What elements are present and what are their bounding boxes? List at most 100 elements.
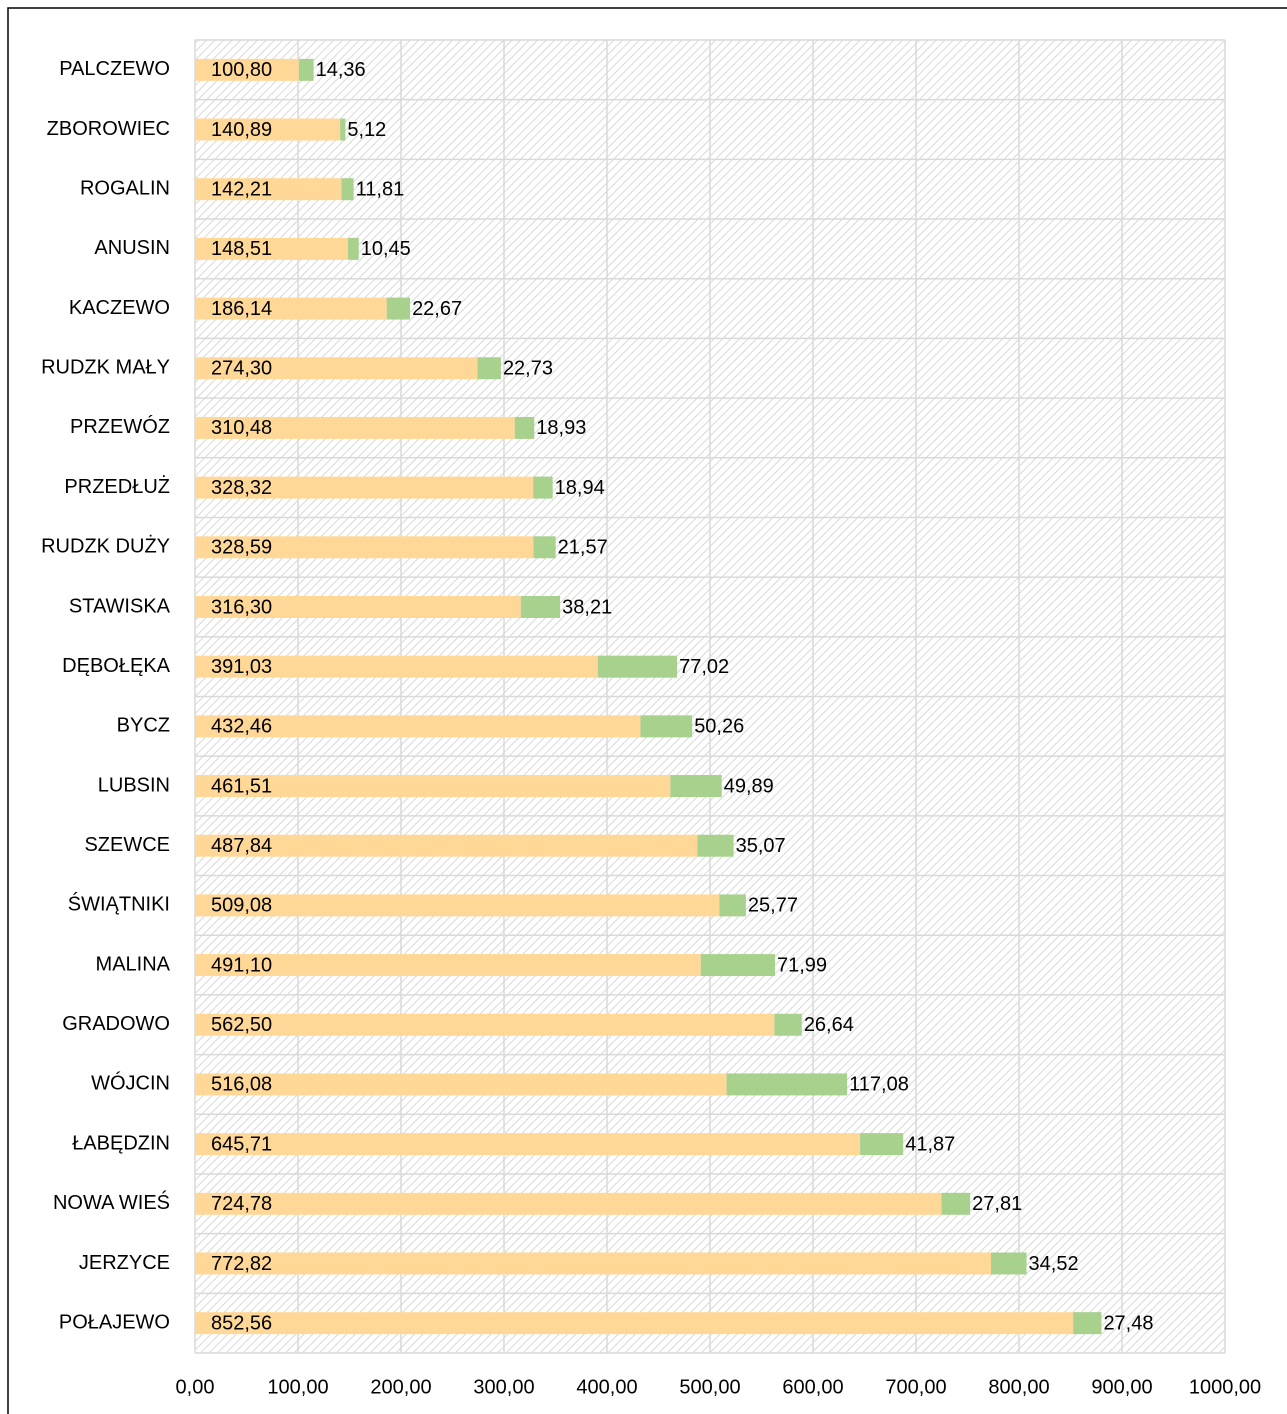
bar-segment xyxy=(640,715,693,738)
x-tick-label: 400,00 xyxy=(576,1376,637,1398)
data-label: 49,89 xyxy=(724,775,774,797)
bar-segment xyxy=(298,58,314,81)
data-label: 34,52 xyxy=(1029,1253,1079,1275)
bar-segment xyxy=(195,237,348,260)
bar-segment xyxy=(195,655,598,678)
bar-segment xyxy=(195,357,478,380)
data-label: 140,89 xyxy=(211,119,272,141)
data-label: 10,45 xyxy=(361,238,411,260)
bar-segment xyxy=(719,894,746,917)
data-label: 328,59 xyxy=(211,537,272,559)
data-label: 310,48 xyxy=(211,417,272,439)
chart-frame xyxy=(7,7,1287,1414)
bar-segment xyxy=(700,954,775,977)
data-label: 328,32 xyxy=(211,477,272,499)
bar-segment xyxy=(195,1192,942,1215)
data-label: 274,30 xyxy=(211,358,272,380)
data-label: 35,07 xyxy=(736,835,786,857)
bar-segment xyxy=(195,297,387,320)
x-tick-label: 600,00 xyxy=(782,1376,843,1398)
x-tick-label: 500,00 xyxy=(679,1376,740,1398)
data-label: 25,77 xyxy=(748,895,798,917)
data-label: 18,94 xyxy=(555,477,605,499)
bar-segment xyxy=(860,1133,904,1156)
data-label: 41,87 xyxy=(905,1133,955,1155)
bar-segment xyxy=(195,1312,1074,1335)
data-label: 21,57 xyxy=(558,537,608,559)
bar-segment xyxy=(697,834,734,857)
data-label: 5,12 xyxy=(347,119,386,141)
bar-segment xyxy=(195,775,671,798)
bar-segment xyxy=(195,536,534,559)
data-label: 22,67 xyxy=(412,298,462,320)
y-tick-label: RUDZK DUŻY xyxy=(41,535,170,558)
x-tick-label: 900,00 xyxy=(1091,1376,1152,1398)
y-tick-label: GRADOWO xyxy=(62,1013,170,1035)
data-label: 71,99 xyxy=(777,954,827,976)
data-label: 148,51 xyxy=(211,238,272,260)
bar-segment xyxy=(514,416,535,439)
bar-segment xyxy=(195,894,720,917)
bar-segment xyxy=(340,118,346,141)
y-tick-label: PRZEDŁUŻ xyxy=(64,475,170,498)
bar-segment xyxy=(774,1013,802,1036)
bar-segment xyxy=(195,58,299,81)
y-tick-label: STAWISKA xyxy=(69,595,171,617)
data-label: 432,46 xyxy=(211,716,272,738)
y-tick-label: MALINA xyxy=(96,953,171,975)
y-tick-label: ŁABĘDZIN xyxy=(72,1132,170,1154)
data-label: 491,10 xyxy=(211,954,272,976)
bar-segment xyxy=(991,1252,1027,1275)
bar-segment xyxy=(341,178,354,201)
x-tick-label: 700,00 xyxy=(885,1376,946,1398)
data-label: 14,36 xyxy=(316,59,366,81)
y-tick-label: WÓJCIN xyxy=(91,1072,170,1095)
bar-segment xyxy=(195,178,342,201)
data-label: 562,50 xyxy=(211,1014,272,1036)
data-label: 38,21 xyxy=(562,596,612,618)
data-label: 117,08 xyxy=(849,1074,909,1096)
bar-segment xyxy=(941,1192,971,1215)
y-tick-label: SZEWCE xyxy=(84,834,170,856)
y-tick-label: PRZEWÓZ xyxy=(70,415,170,438)
bar-segment xyxy=(195,715,641,738)
y-tick-label: ZBOROWIEC xyxy=(47,118,170,140)
bar-segment xyxy=(520,595,561,618)
bar-segment xyxy=(670,775,722,798)
data-label: 142,21 xyxy=(211,178,272,200)
y-tick-label: NOWA WIEŚ xyxy=(53,1190,170,1214)
x-tick-label: 800,00 xyxy=(988,1376,1049,1398)
data-label: 77,02 xyxy=(679,656,729,678)
data-label: 391,03 xyxy=(211,656,272,678)
data-label: 772,82 xyxy=(211,1253,272,1275)
x-tick-label: 1000,00 xyxy=(1189,1376,1261,1398)
bar-segment xyxy=(533,476,553,499)
data-label: 487,84 xyxy=(211,835,272,857)
bar-segment xyxy=(195,834,698,857)
y-tick-label: POŁAJEWO xyxy=(59,1311,170,1333)
bar-segment xyxy=(1073,1312,1102,1335)
y-tick-label: DĘBOŁĘKA xyxy=(62,655,170,677)
y-tick-label: ŚWIĄTNIKI xyxy=(68,892,170,916)
data-label: 22,73 xyxy=(503,358,553,380)
bar-segment xyxy=(195,118,341,141)
x-tick-label: 300,00 xyxy=(473,1376,534,1398)
bar-segment xyxy=(195,1133,861,1156)
data-label: 100,80 xyxy=(211,59,272,81)
bar-segment xyxy=(726,1073,848,1096)
data-label: 26,64 xyxy=(804,1014,854,1036)
y-tick-label: LUBSIN xyxy=(98,774,170,796)
data-label: 509,08 xyxy=(211,895,272,917)
bar-segment xyxy=(477,357,501,380)
bar-segment xyxy=(195,416,515,439)
y-tick-label: ANUSIN xyxy=(94,237,170,259)
bar-segment xyxy=(386,297,411,320)
bar-segment xyxy=(347,237,359,260)
bar-segment xyxy=(597,655,678,678)
bar-segment xyxy=(195,1013,775,1036)
data-label: 50,26 xyxy=(694,716,744,738)
bar-segment xyxy=(533,536,556,559)
data-label: 316,30 xyxy=(211,596,272,618)
bar-segment xyxy=(195,1252,992,1275)
